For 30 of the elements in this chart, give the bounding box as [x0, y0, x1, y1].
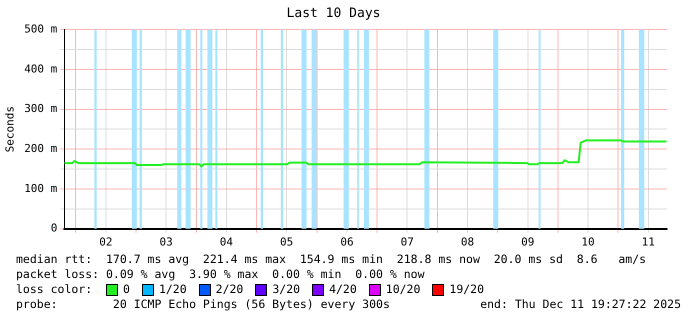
text: packet loss: 0.09 % avg 3.90 % max 0.00 % min 0.00 % now	[16, 267, 426, 282]
legend-label: 0	[123, 282, 130, 297]
text: median rtt: 170.7 ms avg 221.4 ms max 154.9 ms min 218.8 ms now 20.0 ms sd 8.6 am/s	[16, 252, 648, 267]
legend-label: 1/20	[158, 282, 187, 297]
x-tick-label: 06	[340, 235, 354, 248]
y-tick-label: 200 m	[24, 142, 58, 155]
x-tick-label: 02	[99, 235, 112, 248]
x-tick-label: 09	[521, 235, 534, 248]
y-tick-label: 400 m	[24, 62, 58, 76]
legend-label: 2/20	[216, 282, 244, 297]
x-tick-label: 04	[220, 235, 234, 248]
x-tick-label: 05	[280, 235, 294, 248]
y-tick-label: 500 m	[24, 22, 58, 36]
x-tick-label: 03	[160, 235, 173, 248]
legend-label: 3/20	[272, 282, 300, 297]
x-tick-label: 08	[460, 235, 474, 248]
legend-label: 4/20	[329, 282, 357, 297]
legend-title: loss color:	[16, 282, 94, 297]
legend-label: 19/20	[449, 282, 484, 297]
x-tick-label: 07	[400, 235, 414, 248]
x-tick-label: 10	[581, 235, 595, 248]
y-tick-label: 0	[50, 222, 58, 235]
text: end: Thu Dec 11 19:27:22 2025	[480, 297, 681, 312]
x-tick-label: 11	[642, 235, 655, 248]
y-tick-label: 300 m	[24, 102, 58, 116]
y-axis-title: Seconds	[3, 106, 16, 152]
text: probe: 20 ICMP Echo Pings (56 Bytes) every 300s	[16, 297, 390, 312]
y-tick-label: 100 m	[24, 182, 58, 195]
legend-label: 10/20	[386, 282, 420, 297]
chart-title: Last 10 Days	[286, 6, 380, 22]
